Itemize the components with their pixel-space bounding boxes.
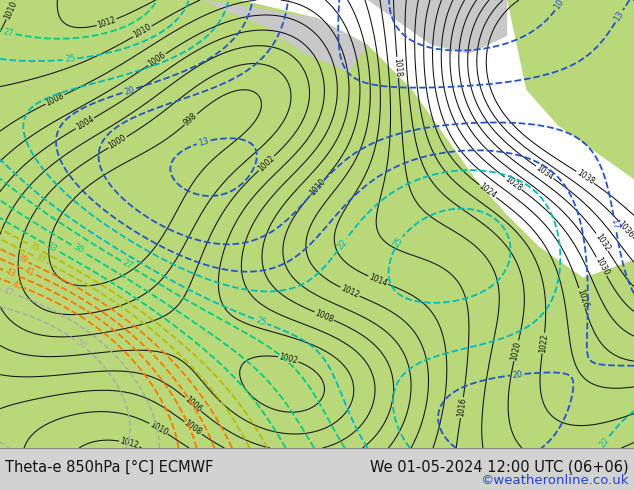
Text: 25: 25: [392, 236, 405, 249]
Text: 1004: 1004: [74, 115, 96, 132]
Text: 45: 45: [10, 279, 23, 291]
Text: 1020: 1020: [510, 340, 523, 361]
Text: 1028: 1028: [503, 174, 524, 193]
Text: 33: 33: [44, 241, 58, 253]
Text: 1010: 1010: [132, 23, 153, 40]
Text: 22: 22: [597, 436, 611, 449]
Text: 1010: 1010: [307, 177, 327, 197]
Text: 1012: 1012: [339, 284, 361, 300]
Text: 17: 17: [609, 218, 620, 230]
Text: 1030: 1030: [593, 256, 610, 277]
Polygon shape: [0, 0, 634, 448]
Text: 1012: 1012: [119, 437, 139, 450]
Text: 1008: 1008: [183, 419, 204, 437]
Text: 37: 37: [34, 253, 47, 266]
Text: 1006: 1006: [183, 394, 204, 414]
Text: 1010: 1010: [148, 420, 169, 437]
Text: 50: 50: [74, 337, 87, 351]
Text: 41: 41: [23, 266, 36, 278]
Text: 1006: 1006: [146, 50, 167, 69]
Text: 10: 10: [552, 0, 566, 11]
Text: 1034: 1034: [534, 163, 555, 182]
Text: 20: 20: [512, 369, 523, 380]
Polygon shape: [368, 0, 507, 54]
Text: 35: 35: [27, 241, 41, 253]
Text: 1012: 1012: [96, 15, 117, 30]
Text: 13: 13: [612, 9, 626, 23]
Text: 998: 998: [183, 111, 199, 127]
Text: 1010: 1010: [3, 0, 18, 21]
Polygon shape: [507, 0, 634, 179]
Text: 39: 39: [15, 253, 29, 266]
Text: Theta-e 850hPa [°C] ECMWF: Theta-e 850hPa [°C] ECMWF: [5, 460, 214, 475]
Text: 1000: 1000: [107, 133, 128, 151]
Text: 1018: 1018: [392, 57, 403, 77]
Text: 1022: 1022: [538, 333, 549, 353]
Text: 1026: 1026: [575, 288, 589, 309]
Text: 1014: 1014: [368, 272, 389, 288]
Text: 25: 25: [254, 316, 268, 328]
Text: 25: 25: [64, 54, 75, 64]
Text: 1008: 1008: [44, 91, 66, 108]
Text: 27: 27: [3, 27, 15, 38]
Text: 1016: 1016: [456, 397, 468, 417]
Text: 43: 43: [3, 267, 16, 279]
Text: 1036: 1036: [616, 219, 634, 240]
Text: 1002: 1002: [256, 153, 276, 173]
Text: 20: 20: [123, 85, 136, 97]
Text: 1038: 1038: [575, 168, 596, 187]
Text: 13: 13: [197, 136, 210, 148]
Text: 1024: 1024: [477, 182, 498, 200]
Polygon shape: [203, 0, 368, 72]
Text: 22: 22: [335, 237, 349, 251]
Text: 47: 47: [2, 286, 15, 298]
Text: We 01-05-2024 12:00 UTC (06+06): We 01-05-2024 12:00 UTC (06+06): [370, 460, 629, 475]
Text: 1032: 1032: [593, 232, 611, 253]
Text: 27: 27: [120, 258, 134, 271]
Text: 1002: 1002: [278, 352, 299, 366]
Text: 30: 30: [71, 242, 84, 255]
Text: 1008: 1008: [314, 308, 335, 324]
Text: ©weatheronline.co.uk: ©weatheronline.co.uk: [481, 474, 629, 487]
